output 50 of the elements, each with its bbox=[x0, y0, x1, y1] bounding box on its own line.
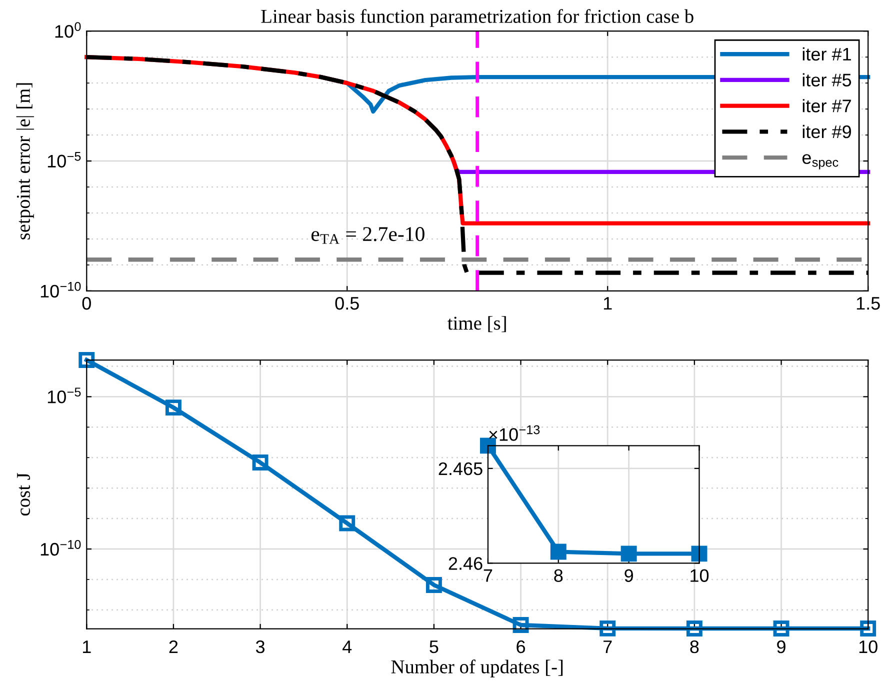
x-tick-label: 7 bbox=[484, 569, 492, 582]
point bbox=[860, 620, 876, 636]
y-tick-label: 2.465 bbox=[438, 462, 482, 476]
annotation: e$_{TA}$ = 2.7e-10 bbox=[311, 227, 424, 244]
chart-title: Linear basis function parametrization for friction case b bbox=[261, 9, 694, 27]
legend-label: e$_{spec}$ bbox=[802, 154, 838, 170]
y-axis-title: cost J bbox=[17, 472, 30, 516]
x-tick-label: 6 bbox=[516, 640, 525, 654]
y-tick-label: 2.46 bbox=[448, 557, 482, 570]
point bbox=[339, 515, 356, 532]
x-tick-label: 1 bbox=[604, 297, 612, 310]
x-axis-title: Number of updates [-] bbox=[391, 660, 563, 678]
x-tick-label: 3 bbox=[256, 640, 265, 654]
point bbox=[691, 546, 708, 562]
legend-label: iter #7 bbox=[802, 99, 851, 112]
x-tick-label: 0 bbox=[82, 296, 91, 310]
point bbox=[252, 454, 268, 471]
point bbox=[426, 576, 442, 593]
x-tick-label: 0.5 bbox=[335, 296, 359, 310]
y-tick-label: 10$^{−10}$ bbox=[40, 540, 81, 556]
x-tick-label: 1.5 bbox=[856, 297, 880, 310]
legend-label: iter #1 bbox=[802, 47, 851, 61]
point bbox=[78, 352, 95, 368]
x-tick-label: 10 bbox=[859, 640, 878, 654]
x-tick-label: 2 bbox=[169, 640, 178, 654]
point bbox=[165, 400, 182, 416]
point bbox=[686, 620, 702, 636]
x-tick-label: 8 bbox=[554, 569, 563, 582]
legend-label: iter #5 bbox=[802, 73, 852, 86]
legend-label: iter #9 bbox=[802, 124, 851, 138]
x-tick-label: 7 bbox=[604, 640, 612, 654]
y-tick-label: 10$^{−5}$ bbox=[48, 388, 81, 404]
x-tick-label: 4 bbox=[342, 640, 352, 654]
point bbox=[550, 544, 566, 560]
point bbox=[512, 617, 529, 633]
x-tick-label: 8 bbox=[690, 640, 699, 654]
y-tick-label: 10$^{−10}$ bbox=[40, 282, 81, 298]
x-tick-label: 10 bbox=[690, 569, 709, 582]
x-tick-label: 9 bbox=[624, 569, 633, 582]
x-tick-label: 9 bbox=[777, 640, 786, 654]
y-tick-label: 10$^{0}$ bbox=[55, 22, 81, 38]
point bbox=[620, 546, 637, 562]
point bbox=[600, 620, 616, 636]
x-axis-title: time [s] bbox=[448, 316, 506, 332]
y-tick-label: 10$^{−5}$ bbox=[48, 152, 81, 168]
x-tick-label: 5 bbox=[430, 640, 438, 654]
annotation: ×10$^{−13}$ bbox=[489, 425, 540, 441]
x-tick-label: 1 bbox=[82, 640, 91, 654]
point bbox=[773, 620, 790, 636]
y-axis-title: setpoint error |e| [m] bbox=[16, 83, 34, 240]
